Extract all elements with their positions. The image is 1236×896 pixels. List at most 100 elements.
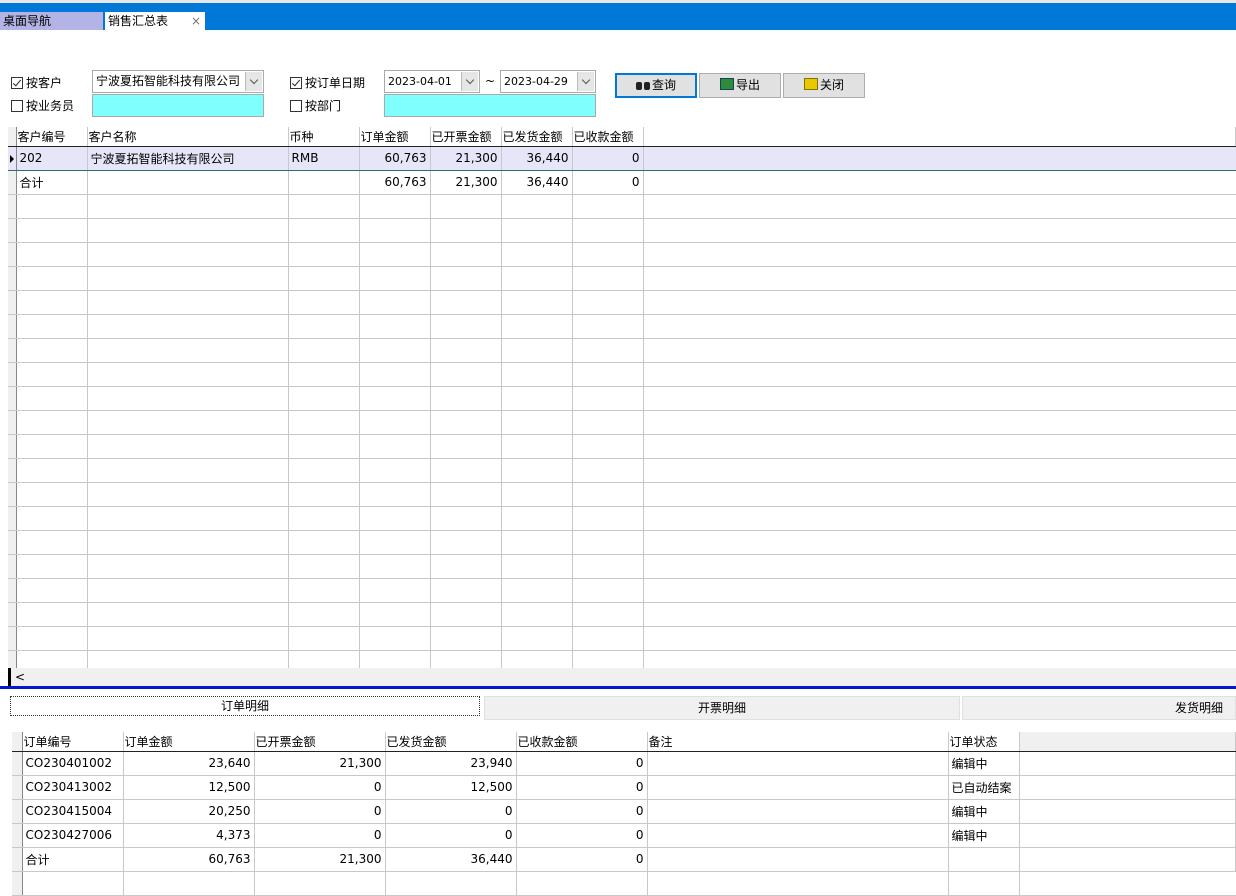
scroll-left-icon[interactable]: < <box>15 670 26 684</box>
table-row[interactable] <box>8 242 1236 267</box>
column-header[interactable]: 已开票金额 <box>430 127 502 147</box>
table-row[interactable]: CO230415004 20,250 0 0 0 编辑中 <box>12 799 1236 824</box>
table-row[interactable] <box>8 410 1236 435</box>
column-header[interactable]: 客户名称 <box>87 127 289 147</box>
table-row[interactable]: 合计 60,763 21,300 36,440 0 <box>12 847 1236 872</box>
row-indicator[interactable] <box>8 506 17 531</box>
splitter[interactable] <box>0 686 1236 689</box>
tab-order-detail[interactable]: 订单明细 <box>10 696 480 716</box>
table-row[interactable]: CO230413002 12,500 0 12,500 0 已自动结案 <box>12 775 1236 800</box>
by-salesman-checkbox[interactable]: 按业务员 <box>11 96 74 116</box>
table-row[interactable] <box>8 266 1236 291</box>
date-from-picker[interactable]: 2023-04-01 <box>384 70 480 93</box>
table-row[interactable] <box>8 194 1236 219</box>
column-header[interactable]: 订单状态 <box>948 732 1020 752</box>
table-row[interactable] <box>8 338 1236 363</box>
table-row[interactable] <box>8 506 1236 531</box>
row-indicator[interactable] <box>8 362 17 387</box>
table-row[interactable] <box>8 626 1236 651</box>
table-row[interactable] <box>8 386 1236 411</box>
column-header[interactable]: 订单金额 <box>359 127 431 147</box>
table-cell <box>430 626 502 651</box>
column-header[interactable]: 已发货金额 <box>385 732 517 752</box>
by-customer-checkbox[interactable]: 按客户 <box>11 73 62 93</box>
table-cell <box>16 554 88 579</box>
chevron-down-icon[interactable] <box>577 72 594 91</box>
table-row[interactable]: 202 宁波夏拓智能科技有限公司 RMB 60,763 21,300 36,440 0 <box>8 146 1236 171</box>
by-order-date-checkbox[interactable]: 按订单日期 <box>290 73 365 93</box>
table-row[interactable] <box>8 578 1236 603</box>
table-row[interactable] <box>8 362 1236 387</box>
row-indicator[interactable] <box>8 458 17 483</box>
table-row[interactable] <box>8 530 1236 555</box>
horizontal-scrollbar[interactable]: < <box>8 668 1236 686</box>
chevron-down-icon[interactable] <box>245 72 262 91</box>
table-row[interactable] <box>8 602 1236 627</box>
table-cell: 23,940 <box>385 751 517 776</box>
column-header[interactable]: 已收款金额 <box>516 732 648 752</box>
row-indicator-header <box>12 732 23 752</box>
column-header[interactable]: 客户编号 <box>16 127 88 147</box>
column-header[interactable]: 订单金额 <box>123 732 255 752</box>
row-indicator[interactable] <box>12 823 23 848</box>
current-row-indicator-icon[interactable] <box>8 146 17 171</box>
table-row[interactable]: CO230401002 23,640 21,300 23,940 0 编辑中 <box>12 751 1236 776</box>
tab-invoice-detail[interactable]: 开票明细 <box>484 696 960 720</box>
row-indicator[interactable] <box>8 218 17 243</box>
table-cell <box>430 194 502 219</box>
column-header[interactable]: 已开票金额 <box>254 732 386 752</box>
row-indicator[interactable] <box>8 482 17 507</box>
table-row[interactable] <box>8 554 1236 579</box>
by-department-checkbox[interactable]: 按部门 <box>290 96 341 116</box>
row-indicator[interactable] <box>8 578 17 603</box>
table-cell: 60,763 <box>359 146 431 171</box>
query-button[interactable]: 查询 <box>615 73 697 98</box>
row-indicator[interactable] <box>8 242 17 267</box>
row-indicator[interactable] <box>8 410 17 435</box>
date-to-picker[interactable]: 2023-04-29 <box>500 70 596 93</box>
department-field[interactable] <box>384 94 596 117</box>
column-header[interactable]: 备注 <box>647 732 949 752</box>
table-row[interactable] <box>8 458 1236 483</box>
row-indicator[interactable] <box>8 266 17 291</box>
table-row[interactable] <box>8 290 1236 315</box>
row-indicator[interactable] <box>8 434 17 459</box>
tab-desktop-nav[interactable]: 桌面导航 <box>0 12 103 30</box>
chevron-down-icon[interactable] <box>461 72 478 91</box>
tab-delivery-detail[interactable]: 发货明细 <box>962 696 1236 720</box>
row-indicator[interactable] <box>8 554 17 579</box>
tab-sales-summary[interactable]: 销售汇总表 <box>105 12 205 30</box>
column-header[interactable]: 订单编号 <box>22 732 124 752</box>
table-row[interactable] <box>12 871 1236 896</box>
salesman-field[interactable] <box>92 94 264 117</box>
table-row[interactable] <box>8 482 1236 507</box>
close-tab-icon[interactable]: × <box>191 14 202 28</box>
table-row[interactable] <box>8 218 1236 243</box>
row-indicator[interactable] <box>8 290 17 315</box>
column-header[interactable]: 币种 <box>288 127 360 147</box>
table-row[interactable]: 合计 60,763 21,300 36,440 0 <box>8 170 1236 195</box>
table-row[interactable] <box>8 314 1236 339</box>
row-indicator[interactable] <box>8 194 17 219</box>
export-button[interactable]: 导出 <box>699 73 781 98</box>
column-header[interactable]: 已发货金额 <box>501 127 573 147</box>
close-button[interactable]: 关闭 <box>783 73 865 98</box>
row-indicator[interactable] <box>12 847 23 872</box>
column-header[interactable]: 已收款金额 <box>572 127 644 147</box>
row-indicator[interactable] <box>8 338 17 363</box>
row-indicator[interactable] <box>12 751 23 776</box>
table-row[interactable]: CO230427006 4,373 0 0 0 编辑中 <box>12 823 1236 848</box>
row-indicator[interactable] <box>8 530 17 555</box>
row-indicator[interactable] <box>12 871 23 896</box>
row-indicator[interactable] <box>8 602 17 627</box>
row-indicator[interactable] <box>8 626 17 651</box>
table-cell <box>430 386 502 411</box>
table-row[interactable] <box>8 434 1236 459</box>
row-indicator[interactable] <box>8 314 17 339</box>
customer-combo[interactable]: 宁波夏拓智能科技有限公司 <box>92 70 264 93</box>
row-indicator[interactable] <box>12 775 23 800</box>
row-indicator[interactable] <box>12 799 23 824</box>
table-cell: CO230415004 <box>22 799 124 824</box>
row-indicator[interactable] <box>8 386 17 411</box>
row-indicator[interactable] <box>8 170 17 195</box>
